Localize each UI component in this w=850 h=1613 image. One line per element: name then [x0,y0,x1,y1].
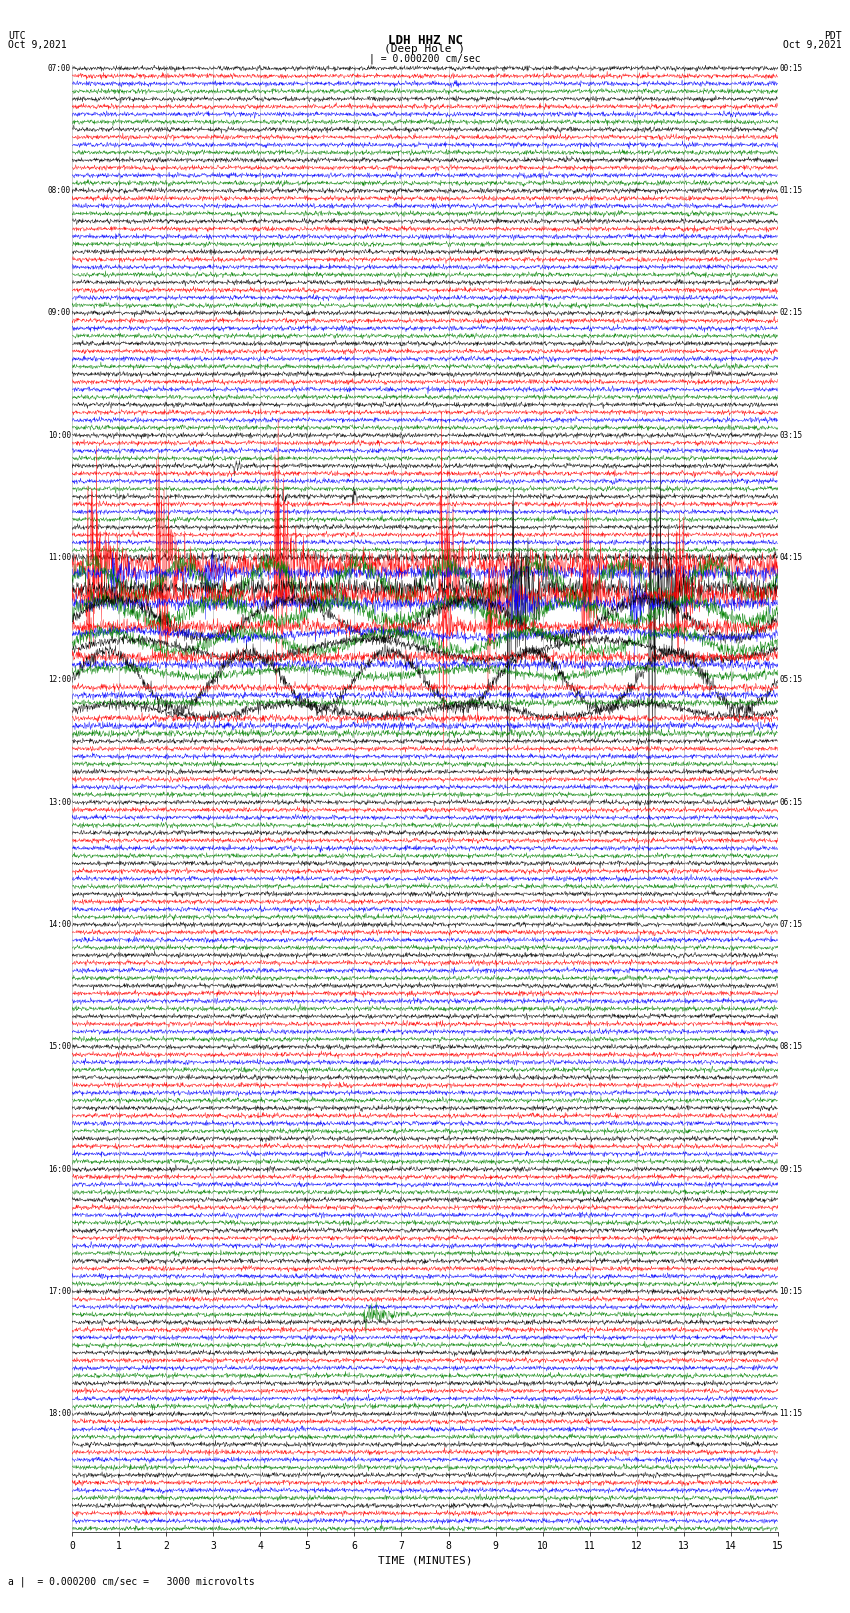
Text: PDT: PDT [824,31,842,40]
Text: 09:15: 09:15 [779,1165,802,1174]
Text: LDH HHZ NC: LDH HHZ NC [388,34,462,47]
Text: 10:15: 10:15 [779,1287,802,1295]
X-axis label: TIME (MINUTES): TIME (MINUTES) [377,1555,473,1566]
Text: 00:15: 00:15 [779,65,802,73]
Text: 06:15: 06:15 [779,798,802,806]
Text: 04:15: 04:15 [779,553,802,561]
Text: (Deep Hole ): (Deep Hole ) [384,44,466,53]
Text: 16:00: 16:00 [48,1165,71,1174]
Text: 02:15: 02:15 [779,308,802,318]
Text: | = 0.000200 cm/sec: | = 0.000200 cm/sec [369,53,481,65]
Text: 13:00: 13:00 [48,798,71,806]
Text: 08:00: 08:00 [48,185,71,195]
Text: 11:15: 11:15 [779,1410,802,1418]
Text: 08:15: 08:15 [779,1042,802,1052]
Text: 09:00: 09:00 [48,308,71,318]
Text: 15:00: 15:00 [48,1042,71,1052]
Text: 18:00: 18:00 [48,1410,71,1418]
Text: 01:15: 01:15 [779,185,802,195]
Text: Oct 9,2021: Oct 9,2021 [783,40,842,50]
Text: UTC: UTC [8,31,26,40]
Text: 05:15: 05:15 [779,676,802,684]
Text: 03:15: 03:15 [779,431,802,440]
Text: a |  = 0.000200 cm/sec =   3000 microvolts: a | = 0.000200 cm/sec = 3000 microvolts [8,1576,255,1587]
Text: 14:00: 14:00 [48,919,71,929]
Text: 11:00: 11:00 [48,553,71,561]
Text: 17:00: 17:00 [48,1287,71,1295]
Text: 10:00: 10:00 [48,431,71,440]
Text: 07:00: 07:00 [48,65,71,73]
Text: Oct 9,2021: Oct 9,2021 [8,40,67,50]
Text: 12:00: 12:00 [48,676,71,684]
Text: 07:15: 07:15 [779,919,802,929]
